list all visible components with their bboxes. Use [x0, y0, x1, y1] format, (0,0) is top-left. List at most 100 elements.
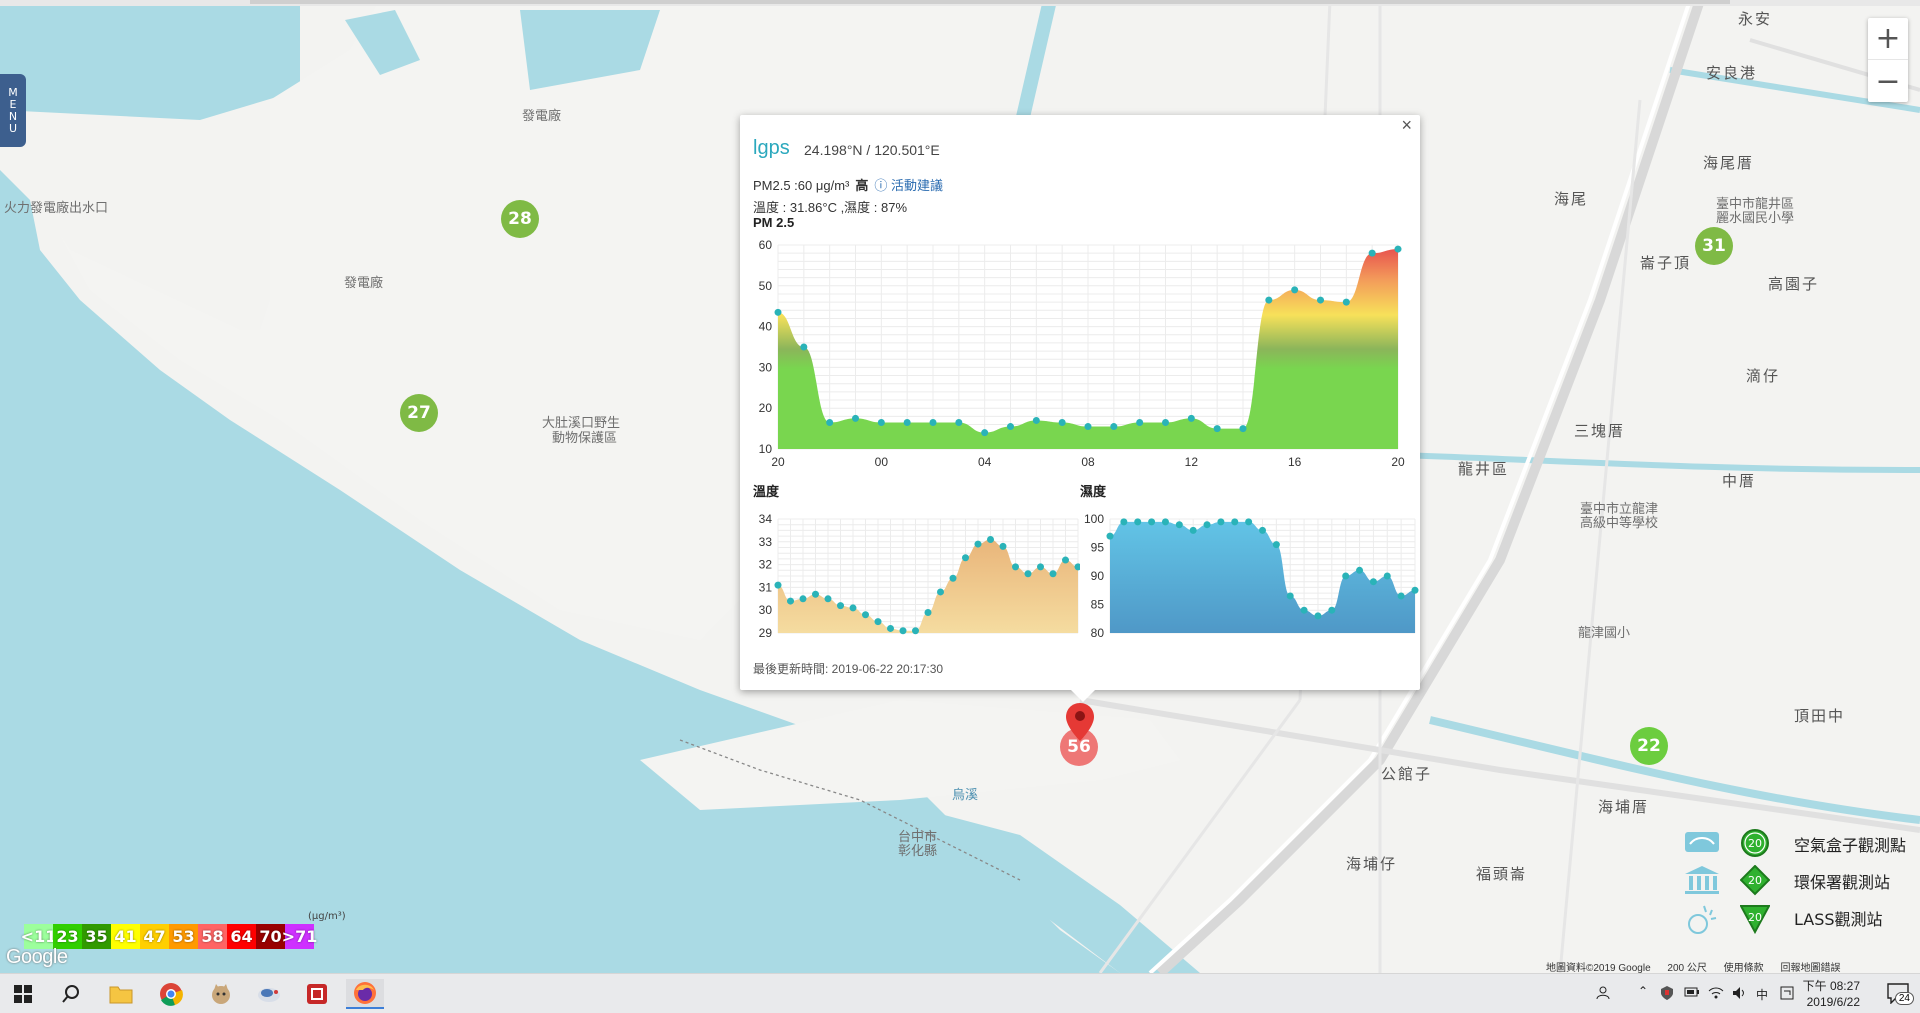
map-scale-text[interactable]: 200 公尺 [1667, 963, 1707, 974]
data-point[interactable] [1342, 572, 1350, 580]
data-point[interactable] [1286, 592, 1294, 600]
wifi-icon[interactable] [1708, 986, 1724, 1003]
data-point[interactable] [1369, 578, 1377, 586]
data-point[interactable] [929, 418, 937, 426]
data-point[interactable] [1058, 418, 1066, 426]
chevron-up-icon[interactable]: ⌃ [1638, 984, 1649, 998]
data-point[interactable] [987, 536, 994, 544]
data-point[interactable] [1213, 425, 1221, 433]
data-point[interactable] [1134, 518, 1142, 526]
app-bird-icon[interactable] [250, 979, 288, 1009]
data-point[interactable] [837, 602, 844, 610]
station-cluster-marker[interactable]: 56 [1060, 728, 1098, 766]
data-point[interactable] [774, 581, 782, 589]
data-point[interactable] [1024, 570, 1032, 578]
data-point[interactable] [824, 595, 832, 603]
data-point[interactable] [1356, 566, 1364, 574]
data-point[interactable] [1300, 606, 1308, 614]
data-point[interactable] [899, 627, 907, 635]
data-point[interactable] [1007, 423, 1014, 431]
data-point[interactable] [1049, 570, 1057, 578]
data-point[interactable] [1314, 612, 1322, 620]
report-error-link[interactable]: 回報地圖錯誤 [1780, 963, 1841, 974]
app-red-icon[interactable] [298, 979, 336, 1009]
data-point[interactable] [1397, 592, 1405, 600]
zoom-out-button[interactable]: − [1875, 63, 1901, 99]
data-point[interactable] [800, 343, 808, 351]
windows-start-icon[interactable] [4, 979, 42, 1009]
data-point[interactable] [1411, 586, 1419, 594]
firefox-icon[interactable] [346, 979, 384, 1009]
data-point[interactable] [1368, 249, 1376, 257]
data-point[interactable] [1161, 518, 1169, 526]
search-icon[interactable] [52, 979, 90, 1009]
data-point[interactable] [1074, 563, 1081, 571]
data-point[interactable] [1342, 298, 1350, 306]
station-cluster-marker[interactable]: 28 [501, 200, 539, 238]
data-point[interactable] [1175, 521, 1183, 529]
station-cluster-marker[interactable]: 22 [1630, 727, 1668, 765]
data-point[interactable] [962, 554, 969, 562]
ime-mode-icon[interactable] [1780, 986, 1794, 1003]
data-point[interactable] [1217, 518, 1225, 526]
zoom-in-button[interactable]: + [1868, 18, 1908, 60]
activity-advice-link[interactable]: 活動建議 [891, 178, 944, 193]
info-icon[interactable]: ⓘ [874, 178, 891, 193]
data-point[interactable] [1203, 521, 1211, 529]
data-point[interactable] [924, 608, 932, 616]
data-point[interactable] [1383, 572, 1391, 580]
data-point[interactable] [826, 418, 834, 426]
data-point[interactable] [955, 418, 963, 426]
data-point[interactable] [1120, 518, 1128, 526]
data-point[interactable] [1328, 606, 1336, 614]
people-icon[interactable] [1596, 986, 1610, 1003]
data-point[interactable] [1189, 526, 1197, 534]
data-point[interactable] [849, 604, 857, 612]
data-point[interactable] [877, 418, 885, 426]
data-point[interactable] [1162, 418, 1169, 426]
data-point[interactable] [1187, 414, 1195, 422]
data-point[interactable] [1148, 518, 1156, 526]
data-point[interactable] [1037, 563, 1044, 571]
data-point[interactable] [1231, 518, 1239, 526]
data-point[interactable] [1084, 423, 1092, 431]
terms-link[interactable]: 使用條款 [1723, 963, 1764, 974]
data-point[interactable] [999, 542, 1007, 550]
volume-icon[interactable] [1732, 986, 1748, 1003]
security-icon[interactable] [1660, 986, 1674, 1003]
data-point[interactable] [1259, 526, 1266, 534]
data-point[interactable] [1032, 416, 1040, 424]
chrome-icon[interactable] [152, 979, 190, 1009]
station-cluster-marker[interactable]: 27 [400, 394, 438, 432]
data-point[interactable] [1394, 245, 1402, 253]
data-point[interactable] [1291, 286, 1299, 294]
data-point[interactable] [903, 418, 911, 426]
file-explorer-icon[interactable] [102, 979, 140, 1009]
data-point[interactable] [852, 414, 859, 422]
data-point[interactable] [874, 618, 882, 626]
ime-indicator[interactable]: 中 [1756, 988, 1769, 1002]
selected-station-pin-icon[interactable] [1066, 703, 1094, 745]
data-point[interactable] [799, 595, 807, 603]
data-point[interactable] [974, 540, 982, 548]
data-point[interactable] [1106, 532, 1114, 540]
data-point[interactable] [937, 588, 944, 596]
app-cat-icon[interactable] [202, 979, 240, 1009]
data-point[interactable] [787, 597, 794, 605]
data-point[interactable] [1012, 563, 1019, 571]
battery-icon[interactable] [1684, 986, 1700, 1001]
data-point[interactable] [1265, 296, 1273, 304]
data-point[interactable] [862, 611, 869, 619]
data-point[interactable] [1317, 296, 1324, 304]
data-point[interactable] [1110, 423, 1118, 431]
notification-icon[interactable] [1886, 982, 1910, 1006]
data-point[interactable] [1239, 425, 1247, 433]
data-point[interactable] [949, 574, 957, 582]
data-point[interactable] [774, 308, 782, 316]
data-point[interactable] [812, 590, 819, 598]
data-point[interactable] [1245, 518, 1253, 526]
data-point[interactable] [887, 624, 894, 632]
clock-time[interactable]: 下午 08:27 [1802, 979, 1860, 993]
data-point[interactable] [981, 429, 989, 437]
